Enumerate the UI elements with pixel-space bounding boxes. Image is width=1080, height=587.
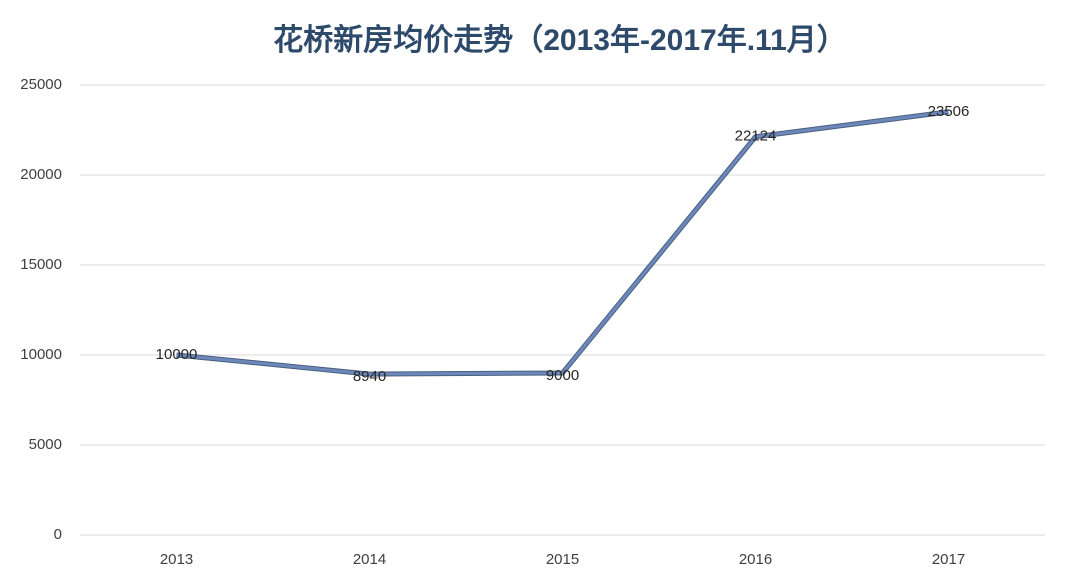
x-tick-label: 2013	[160, 551, 193, 568]
data-label: 8940	[353, 368, 386, 385]
x-tick-label: 2015	[546, 551, 579, 568]
chart-title: 花桥新房均价走势（2013年-2017年.11月）	[273, 23, 847, 57]
data-label: 23506	[928, 103, 970, 120]
y-tick-label: 15000	[20, 256, 62, 273]
data-label: 10000	[156, 346, 198, 363]
x-tick-label: 2016	[739, 551, 772, 568]
data-label: 22124	[735, 128, 777, 145]
x-tick-label: 2017	[932, 551, 965, 568]
line-outline	[176, 109, 949, 377]
x-tick-label: 2014	[353, 551, 386, 568]
y-tick-label: 10000	[20, 346, 62, 363]
y-tick-label: 25000	[20, 76, 62, 93]
y-tick-label: 5000	[29, 436, 62, 453]
y-tick-label: 20000	[20, 166, 62, 183]
y-tick-label: 0	[54, 526, 62, 543]
data-label: 9000	[546, 367, 579, 384]
series-line	[176, 110, 949, 376]
